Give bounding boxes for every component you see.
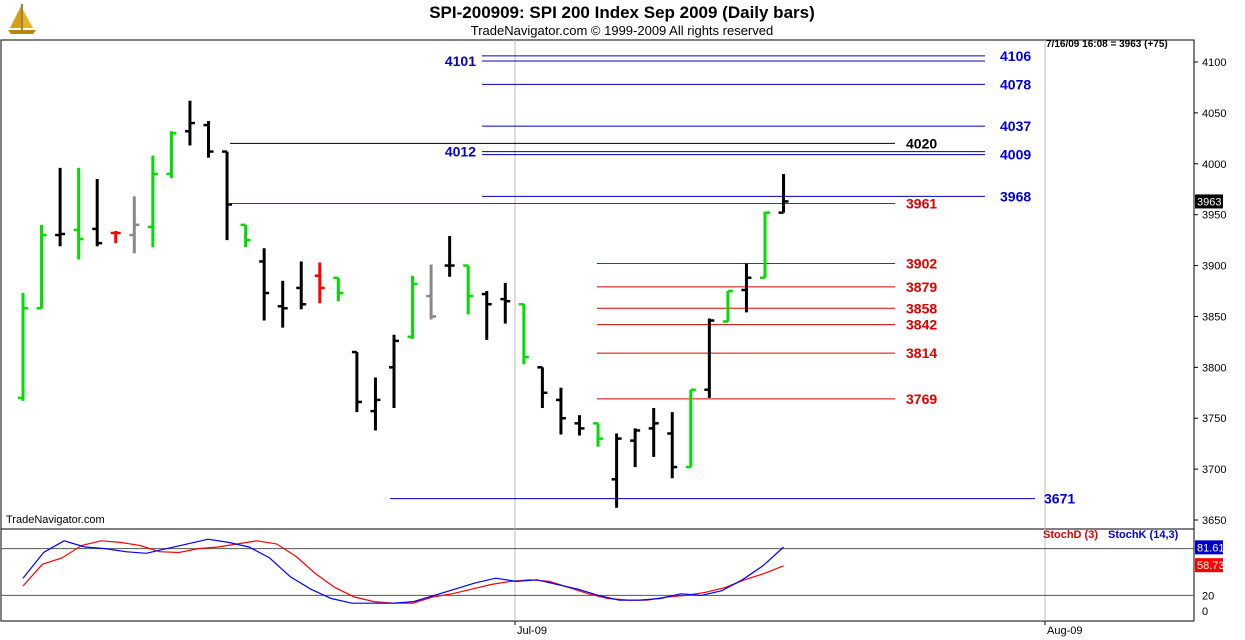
- level-label: 4101: [445, 53, 476, 69]
- level-label: 3769: [906, 391, 937, 407]
- level-label: 4020: [906, 135, 937, 151]
- price-bar: [741, 263, 752, 313]
- last-quote: 7/16/09 16:08 = 3963 (+75): [1046, 39, 1168, 50]
- price-bar: [55, 167, 66, 247]
- stoch-panel-frame: [0, 528, 1195, 622]
- price-tick-label: 3850: [1202, 311, 1226, 323]
- price-tick-label: 3700: [1202, 464, 1226, 476]
- level-label: 3968: [1000, 188, 1031, 204]
- price-bar: [36, 224, 47, 310]
- chart-subtitle: TradeNavigator.com © 1999-2009 All right…: [471, 23, 773, 38]
- level-label: 4078: [1000, 76, 1031, 92]
- time-tick-label: Aug-09: [1047, 625, 1082, 637]
- level-lines: 4106 4101 4078 4037 4020 4012 4009 3968 3961 3902…: [230, 48, 1075, 507]
- level-label: 3879: [906, 279, 937, 295]
- time-axis: Jul-09 Aug-09: [514, 621, 1082, 637]
- price-tick-label: 3650: [1202, 515, 1226, 527]
- level-label: 3671: [1044, 491, 1075, 507]
- level-label: 4106: [1000, 48, 1031, 64]
- price-bar: [147, 155, 158, 248]
- price-bar: [351, 350, 362, 413]
- logo-icon: [8, 4, 36, 34]
- level-label: 3902: [906, 256, 937, 272]
- last-price-box: [1195, 194, 1223, 209]
- level-label: 4009: [1000, 147, 1031, 163]
- price-bar: [407, 275, 418, 339]
- price-bar: [667, 412, 678, 479]
- last-price-label: 3963: [1197, 196, 1221, 208]
- stoch-tick-label: 0: [1202, 606, 1208, 618]
- stoch-series-line: [22, 538, 785, 604]
- price-bar: [259, 248, 270, 321]
- price-bar: [203, 121, 214, 158]
- chart-title: SPI-200909: SPI 200 Index Sep 2009 (Dail…: [429, 3, 815, 22]
- price-bar: [611, 433, 622, 508]
- price-bar: [277, 280, 288, 328]
- price-bar: [240, 223, 251, 248]
- price-axis: 3650 3700 3750 3800 3850 3900 3950 4000 4050 4100…: [1194, 57, 1226, 527]
- level-label: 4012: [445, 144, 476, 160]
- stochastic-panel: 0 20 81.61 58.73: [1, 538, 1225, 618]
- price-bar: [648, 408, 659, 457]
- price-bar: [314, 262, 325, 304]
- price-bar: [685, 388, 696, 469]
- price-tick-label: 3900: [1202, 261, 1226, 273]
- level-label: 3858: [906, 300, 937, 316]
- level-label: 3814: [906, 345, 937, 361]
- price-bar: [537, 366, 548, 409]
- price-bar: [760, 211, 770, 280]
- price-tick-label: 4000: [1202, 159, 1226, 171]
- price-bar: [481, 291, 492, 340]
- level-label: 3961: [906, 195, 937, 211]
- price-bar: [630, 428, 641, 468]
- price-bar: [463, 264, 474, 315]
- stochk-last-label: 81.61: [1197, 542, 1225, 554]
- price-tick-label: 3750: [1202, 413, 1226, 425]
- stochd-legend: StochD (3): [1043, 529, 1098, 541]
- price-tick-label: 3800: [1202, 362, 1226, 374]
- price-bar: [500, 282, 511, 324]
- price-bar: [110, 230, 121, 244]
- price-bar: [444, 236, 455, 277]
- price-bar: [296, 261, 307, 310]
- price-bar: [92, 179, 103, 247]
- stochd-last-box: [1195, 558, 1223, 573]
- stochd-last-label: 58.73: [1197, 560, 1225, 572]
- time-tick-label: Jul-09: [517, 625, 547, 637]
- price-bar: [18, 293, 28, 401]
- price-bar: [722, 289, 733, 323]
- price-bar: [426, 264, 437, 320]
- stoch-tick-label: 20: [1202, 590, 1214, 602]
- stochk-last-box: [1195, 540, 1223, 555]
- price-bar: [184, 100, 195, 146]
- price-tick-label: 4100: [1202, 57, 1226, 69]
- level-label: 4037: [1000, 118, 1031, 134]
- price-bar: [129, 196, 140, 254]
- price-bar: [518, 302, 529, 365]
- price-bar: [222, 150, 233, 241]
- price-bar: [593, 422, 604, 447]
- price-bar: [389, 334, 399, 409]
- price-bar: [574, 415, 585, 436]
- price-bar: [555, 387, 566, 435]
- stochk-legend: StochK (14,3): [1108, 529, 1179, 541]
- price-bar: [166, 131, 177, 179]
- watermark: TradeNavigator.com: [6, 514, 105, 526]
- price-tick-label: 3950: [1202, 210, 1226, 222]
- price-bar: [370, 377, 381, 431]
- price-bar: [704, 318, 715, 398]
- price-bar: [333, 276, 344, 302]
- price-panel-frame: [0, 39, 1195, 530]
- price-tick-label: 4050: [1202, 108, 1226, 120]
- level-label: 3842: [906, 317, 937, 333]
- price-bar: [778, 173, 789, 214]
- price-bar: [73, 167, 84, 260]
- price-bars: [18, 100, 789, 508]
